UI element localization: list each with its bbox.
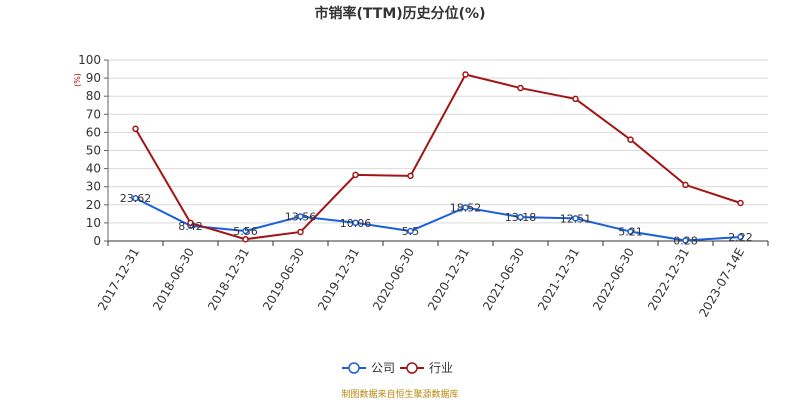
x-tick-label: 2018-12-31 — [205, 246, 252, 313]
y-tick-label: 30 — [86, 180, 101, 194]
data-point[interactable] — [627, 136, 634, 143]
data-point[interactable] — [297, 213, 304, 220]
data-point[interactable] — [297, 228, 304, 236]
y-tick-label: 60 — [86, 125, 101, 139]
chart-title: 市销率(TTM)历史分位(%) — [315, 5, 486, 22]
x-tick-label: 2021-06-30 — [480, 246, 527, 313]
y-tick-label: 20 — [86, 198, 101, 212]
data-point[interactable] — [572, 95, 579, 103]
y-tick-label: 50 — [86, 144, 101, 158]
data-point[interactable] — [242, 235, 249, 243]
data-point[interactable] — [572, 215, 579, 222]
series-line-0 — [135, 197, 741, 242]
data-point[interactable] — [462, 71, 469, 78]
data-point[interactable] — [737, 233, 744, 241]
data-label: 12.51 — [560, 212, 592, 225]
y-tick-label: 70 — [86, 107, 101, 121]
data-label: 18.52 — [450, 201, 482, 214]
data-label: 10.06 — [340, 217, 372, 230]
source-note: 制图数据来自恒生聚源数据库 — [341, 388, 458, 400]
data-label: 13.18 — [505, 211, 537, 224]
data-label: 0.28 — [673, 234, 698, 247]
data-point[interactable] — [517, 84, 524, 92]
x-tick-label: 2022-06-30 — [590, 246, 637, 313]
y-tick-label: 10 — [86, 216, 101, 230]
x-axis: 2017-12-31 2018-06-30 2018-12-31 2019-06-30… — [95, 60, 769, 320]
data-point[interactable] — [682, 237, 689, 244]
x-tick-label: 2019-12-31 — [315, 246, 362, 313]
x-tick-label: 2020-12-31 — [425, 246, 472, 313]
series-line-1 — [134, 73, 741, 241]
data-point[interactable] — [517, 213, 524, 221]
legend-marker — [348, 362, 360, 374]
data-point[interactable] — [682, 181, 689, 189]
legend-label: 公司 — [371, 361, 395, 375]
y-tick-label: 0 — [93, 234, 101, 248]
y-axis-ticks: 0 10 20 30 40 50 60 70 80 90 100 — [78, 53, 108, 248]
data-point[interactable] — [187, 219, 194, 227]
data-label: 23.62 — [120, 192, 152, 205]
data-point[interactable] — [627, 228, 634, 235]
y-tick-label: 40 — [86, 162, 101, 176]
data-label: 5.5 — [402, 225, 420, 238]
legend-marker — [406, 362, 418, 374]
data-point[interactable] — [407, 172, 414, 180]
x-tick-label: 2017-12-31 — [95, 246, 142, 313]
x-tick-label: 2023-07-14E — [696, 246, 747, 320]
data-labels: 23.62 8.42 5.56 13.56 10.06 5.5 18.52 13.18 12.5… — [120, 192, 753, 247]
data-label: 5.21 — [618, 226, 643, 239]
data-point[interactable] — [132, 125, 139, 133]
y-tick-label: 80 — [86, 89, 101, 103]
data-point[interactable] — [462, 204, 469, 211]
data-point[interactable] — [352, 171, 359, 179]
grid-lines — [108, 59, 768, 242]
data-point[interactable] — [352, 219, 359, 227]
y-tick-label: 100 — [78, 53, 101, 67]
legend-label: 行业 — [429, 361, 453, 375]
x-tick-label: 2019-06-30 — [260, 246, 307, 313]
y-tick-label: 90 — [86, 71, 101, 85]
y-axis-unit: (%) — [73, 73, 82, 87]
x-tick-label: 2022-12-31 — [645, 246, 692, 313]
data-label: 2.22 — [728, 231, 753, 244]
legend[interactable]: 公司 行业 — [342, 361, 453, 375]
x-tick-label: 2021-12-31 — [535, 246, 582, 313]
data-point[interactable] — [407, 227, 414, 235]
data-label: 8.42 — [178, 220, 203, 233]
data-point[interactable] — [242, 227, 249, 235]
data-point[interactable] — [737, 199, 744, 207]
x-tick-label: 2020-06-30 — [370, 246, 417, 313]
data-label: 13.56 — [285, 210, 317, 223]
legend-item[interactable]: 公司 — [342, 361, 395, 375]
data-label: 5.56 — [233, 225, 258, 238]
legend-item[interactable]: 行业 — [400, 361, 453, 375]
x-tick-label: 2018-06-30 — [150, 246, 197, 313]
data-point[interactable] — [132, 194, 139, 202]
series-group — [132, 71, 744, 244]
